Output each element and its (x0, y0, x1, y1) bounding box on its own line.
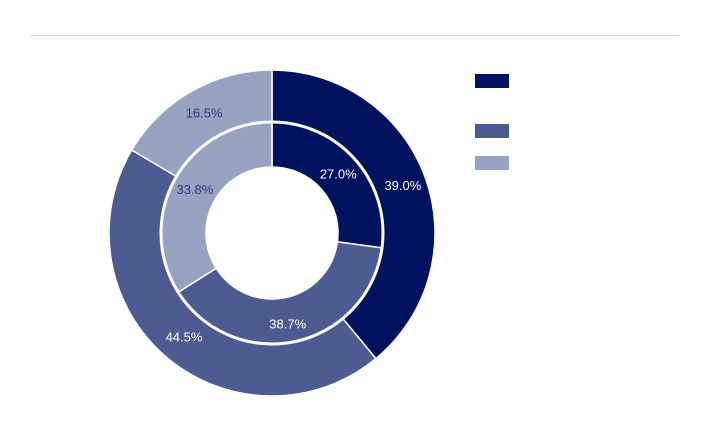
outer-slice-2-label: 44.5% (166, 330, 203, 345)
inner-slice-2-label: 38.7% (269, 316, 306, 331)
inner-ring (160, 121, 384, 345)
ring-separator-circle (159, 120, 385, 346)
legend-swatch-series-2 (475, 124, 509, 138)
legend-swatch-series-3 (475, 156, 509, 170)
outer-slice-3-label: 16.5% (186, 105, 223, 120)
slice-labels: 39.0% 44.5% 16.5% 27.0% 38.7% 33.8% (166, 105, 422, 344)
outer-ring (108, 69, 436, 397)
ring-separator (159, 120, 385, 346)
inner-slice-3-label: 33.8% (176, 182, 213, 197)
outer-slice-1-label: 39.0% (384, 178, 421, 193)
legend-swatch-series-1 (475, 74, 509, 88)
top-divider (30, 35, 680, 36)
inner-slice-1-label: 27.0% (320, 167, 357, 182)
